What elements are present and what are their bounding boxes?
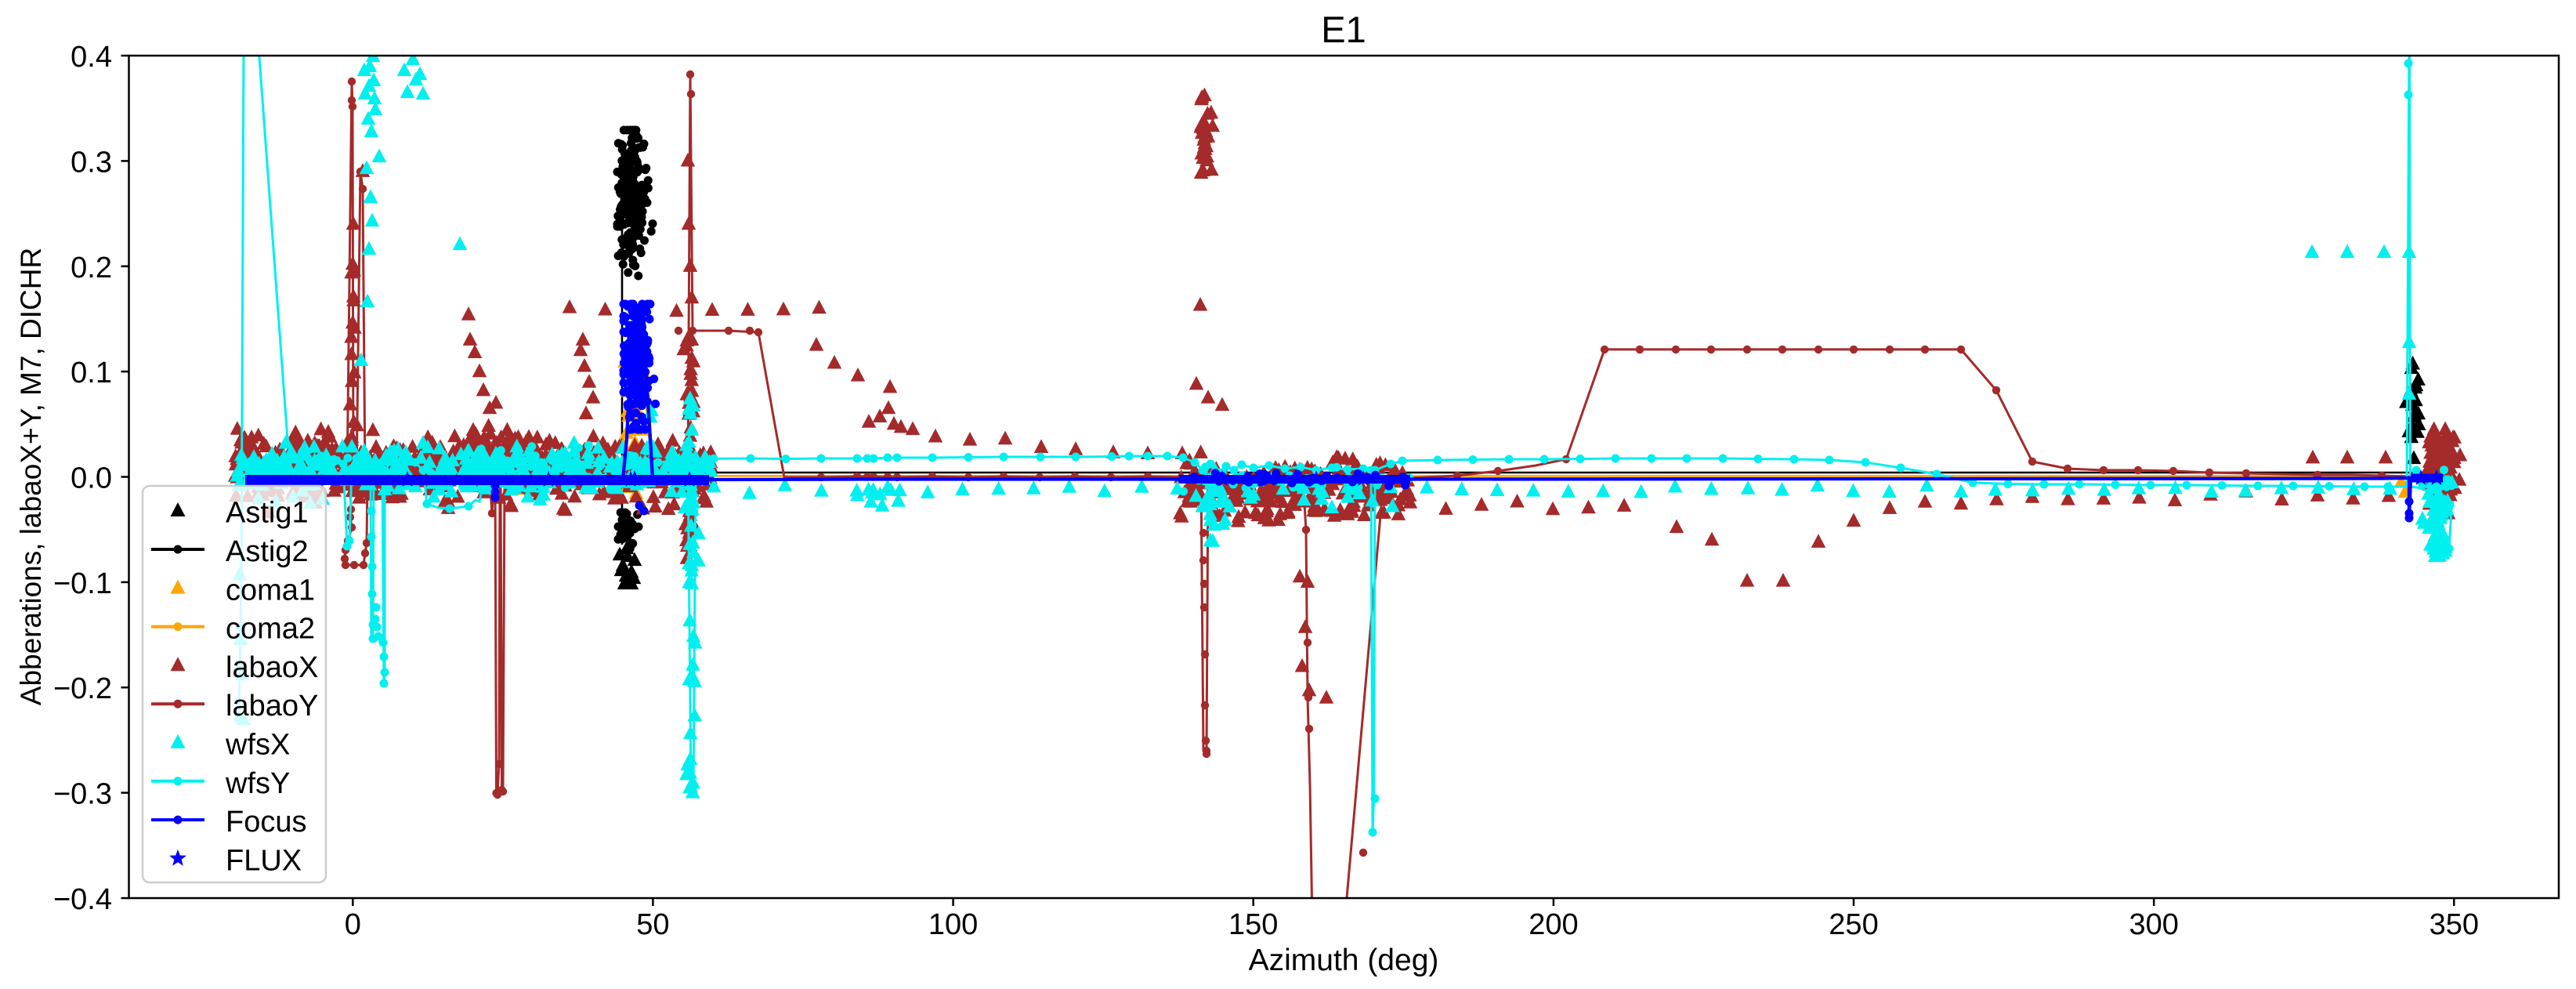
svg-text:labaoX: labaoX xyxy=(226,651,318,684)
svg-text:FLUX: FLUX xyxy=(226,844,302,877)
svg-text:−0.1: −0.1 xyxy=(53,567,112,600)
svg-text:wfsX: wfsX xyxy=(225,729,290,762)
svg-text:0.4: 0.4 xyxy=(71,41,112,74)
svg-text:−0.3: −0.3 xyxy=(53,778,112,811)
svg-text:0.0: 0.0 xyxy=(71,462,112,495)
svg-text:Astig2: Astig2 xyxy=(226,535,309,568)
svg-text:350: 350 xyxy=(2429,908,2479,941)
svg-text:0.2: 0.2 xyxy=(71,252,112,284)
svg-text:200: 200 xyxy=(1529,908,1578,941)
svg-text:E1: E1 xyxy=(1321,9,1366,50)
svg-text:Azimuth (deg): Azimuth (deg) xyxy=(1249,944,1439,977)
svg-text:0.3: 0.3 xyxy=(71,146,112,179)
svg-text:150: 150 xyxy=(1228,908,1278,941)
svg-text:0.1: 0.1 xyxy=(71,357,112,389)
svg-text:100: 100 xyxy=(928,908,978,941)
svg-text:coma2: coma2 xyxy=(226,613,315,646)
svg-text:50: 50 xyxy=(636,908,669,941)
svg-text:−0.4: −0.4 xyxy=(53,883,112,916)
svg-text:0: 0 xyxy=(345,908,361,941)
svg-text:Astig1: Astig1 xyxy=(226,497,309,530)
svg-text:wfsY: wfsY xyxy=(225,767,290,800)
svg-text:labaoY: labaoY xyxy=(226,690,318,723)
svg-text:300: 300 xyxy=(2129,908,2178,941)
svg-text:−0.2: −0.2 xyxy=(53,672,112,705)
svg-text:250: 250 xyxy=(1829,908,1878,941)
svg-text:Abberations, labaoX+Y, M7, DIC: Abberations, labaoX+Y, M7, DICHR xyxy=(15,248,47,705)
svg-text:coma1: coma1 xyxy=(226,574,315,607)
svg-text:Focus: Focus xyxy=(226,806,306,839)
